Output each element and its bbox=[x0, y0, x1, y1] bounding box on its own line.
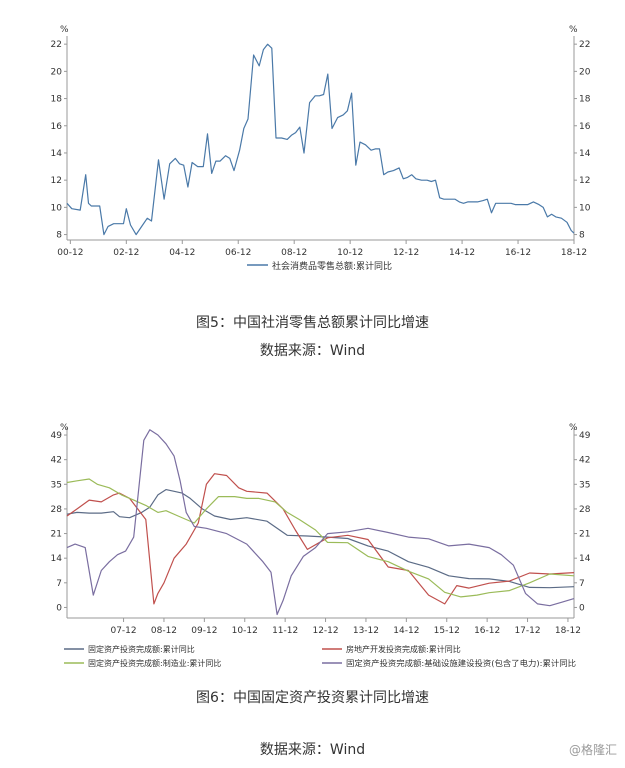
y-tick-label-right: 42 bbox=[579, 456, 590, 466]
chart-1-axis-frame bbox=[66, 36, 575, 241]
y-tick-label-left: 18 bbox=[51, 95, 63, 105]
y-tick-label-right: 12 bbox=[579, 176, 590, 186]
y-tick-label-right: 35 bbox=[579, 480, 590, 490]
x-tick-label: 14-12 bbox=[393, 626, 419, 636]
chart-1-series bbox=[66, 43, 575, 236]
x-tick-label: 16-12 bbox=[474, 626, 500, 636]
chart-1-caption: 图5：中国社消零售总额累计同比增速 bbox=[196, 315, 429, 331]
chart-2-source: 数据来源：Wind bbox=[259, 742, 366, 758]
y-tick-label-left: 16 bbox=[51, 122, 63, 132]
y-tick-label-left: 42 bbox=[51, 456, 62, 466]
y-tick-label-right: 10 bbox=[579, 203, 591, 213]
y-tick-label-right: 28 bbox=[579, 505, 591, 515]
y-tick-label-right: 14 bbox=[579, 149, 591, 159]
chart-1-legend: 社会消费品零售总额:累计同比 bbox=[247, 260, 392, 272]
chart-2-right-tick-labels: 0 7 14 21 28 35 42 49 bbox=[574, 431, 591, 613]
x-tick-label: 18-12 bbox=[555, 626, 581, 636]
y-tick-label-left: 20 bbox=[51, 67, 63, 77]
y-tick-label-right: 14 bbox=[579, 554, 591, 564]
x-tick-label: 17-12 bbox=[514, 626, 540, 636]
y-tick-label-right: 7 bbox=[579, 579, 585, 589]
x-tick-label: 10-12 bbox=[337, 248, 363, 258]
x-tick-label: 02-12 bbox=[113, 248, 139, 258]
chart-2-caption: 图6：中国固定资产投资累计同比增速 bbox=[196, 690, 429, 706]
x-tick-label: 16-12 bbox=[505, 248, 531, 258]
x-tick-label: 07-12 bbox=[110, 626, 136, 636]
x-tick-label: 08-12 bbox=[151, 626, 177, 636]
y-tick-label-left: 0 bbox=[56, 603, 62, 613]
y-tick-label-right: 0 bbox=[579, 603, 585, 613]
chart-2-x-tick-labels: 07-12 08-12 09-12 10-12 11-12 12-12 13-12 14-12… bbox=[110, 618, 581, 636]
y-tick-label-right: 20 bbox=[579, 67, 591, 77]
x-tick-label: 12-12 bbox=[393, 248, 419, 258]
chart-2-axis-frame bbox=[66, 428, 575, 619]
chart-1-source: 数据来源：Wind bbox=[259, 343, 366, 359]
chart-1-left-tick-labels: 8 10 12 14 16 18 20 22 bbox=[51, 40, 67, 241]
chart-2-legend: 固定资产投资完成额:累计同比 房地产开发投资完成额:累计同比 固定资产投资完成额… bbox=[64, 644, 576, 668]
chart-1-legend-label: 社会消费品零售总额:累计同比 bbox=[272, 260, 392, 272]
chart-2-left-tick-labels: 0 7 14 21 28 35 42 49 bbox=[51, 431, 67, 613]
x-tick-label: 18-12 bbox=[561, 248, 587, 258]
chart-2-right-unit: % bbox=[569, 423, 578, 433]
y-tick-label-left: 49 bbox=[51, 431, 63, 441]
chart-1-right-tick-labels: 8 10 12 14 16 18 20 22 bbox=[574, 40, 591, 241]
y-tick-label-left: 14 bbox=[51, 554, 63, 564]
y-tick-label-right: 22 bbox=[579, 40, 590, 50]
x-tick-label: 15-12 bbox=[434, 626, 460, 636]
y-tick-label-left: 21 bbox=[51, 530, 62, 540]
x-tick-label: 10-12 bbox=[232, 626, 258, 636]
x-tick-label: 12-12 bbox=[312, 626, 338, 636]
series-line-manufacturing bbox=[66, 478, 575, 598]
y-tick-label-right: 18 bbox=[579, 95, 591, 105]
series-line-realestate bbox=[66, 473, 575, 605]
y-tick-label-right: 49 bbox=[579, 431, 591, 441]
chart-1-right-unit: % bbox=[569, 25, 578, 35]
chart-1-retail-sales: % % 8 10 12 14 16 18 20 22 8 10 12 14 16 18 20 22 00-1… bbox=[51, 25, 591, 272]
series-line-retail-sales bbox=[66, 43, 575, 236]
x-tick-label: 11-12 bbox=[272, 626, 298, 636]
y-tick-label-left: 7 bbox=[56, 579, 62, 589]
legend-label-realestate: 房地产开发投资完成额:累计同比 bbox=[346, 644, 461, 654]
chart-2-left-unit: % bbox=[60, 423, 69, 433]
y-tick-label-left: 10 bbox=[51, 203, 63, 213]
x-tick-label: 08-12 bbox=[281, 248, 307, 258]
legend-label-manufacturing: 固定资产投资完成额:制造业:累计同比 bbox=[88, 658, 221, 668]
series-line-infrastructure bbox=[66, 429, 575, 616]
x-tick-label: 06-12 bbox=[225, 248, 251, 258]
y-tick-label-right: 16 bbox=[579, 122, 591, 132]
x-tick-label: 00-12 bbox=[57, 248, 83, 258]
x-tick-label: 14-12 bbox=[449, 248, 475, 258]
y-tick-label-right: 21 bbox=[579, 530, 590, 540]
x-tick-label: 09-12 bbox=[191, 626, 217, 636]
legend-label-infrastructure: 固定资产投资完成额:基础设施建设投资(包含了电力):累计同比 bbox=[346, 658, 576, 668]
y-tick-label-left: 12 bbox=[51, 176, 62, 186]
y-tick-label-right: 8 bbox=[579, 231, 585, 241]
watermark: @格隆汇 bbox=[568, 743, 617, 757]
chart-2-series bbox=[66, 429, 575, 616]
legend-label-total: 固定资产投资完成额:累计同比 bbox=[88, 644, 195, 654]
y-tick-label-left: 8 bbox=[56, 231, 62, 241]
y-tick-label-left: 35 bbox=[51, 480, 62, 490]
y-tick-label-left: 22 bbox=[51, 40, 62, 50]
y-tick-label-left: 28 bbox=[51, 505, 63, 515]
x-tick-label: 13-12 bbox=[353, 626, 379, 636]
x-tick-label: 04-12 bbox=[169, 248, 195, 258]
series-line-total bbox=[66, 488, 575, 589]
y-tick-label-left: 14 bbox=[51, 149, 63, 159]
chart-1-left-unit: % bbox=[60, 25, 69, 35]
chart-1-x-tick-labels: 00-12 02-12 04-12 06-12 08-12 10-12 12-12 14-12… bbox=[57, 240, 587, 258]
